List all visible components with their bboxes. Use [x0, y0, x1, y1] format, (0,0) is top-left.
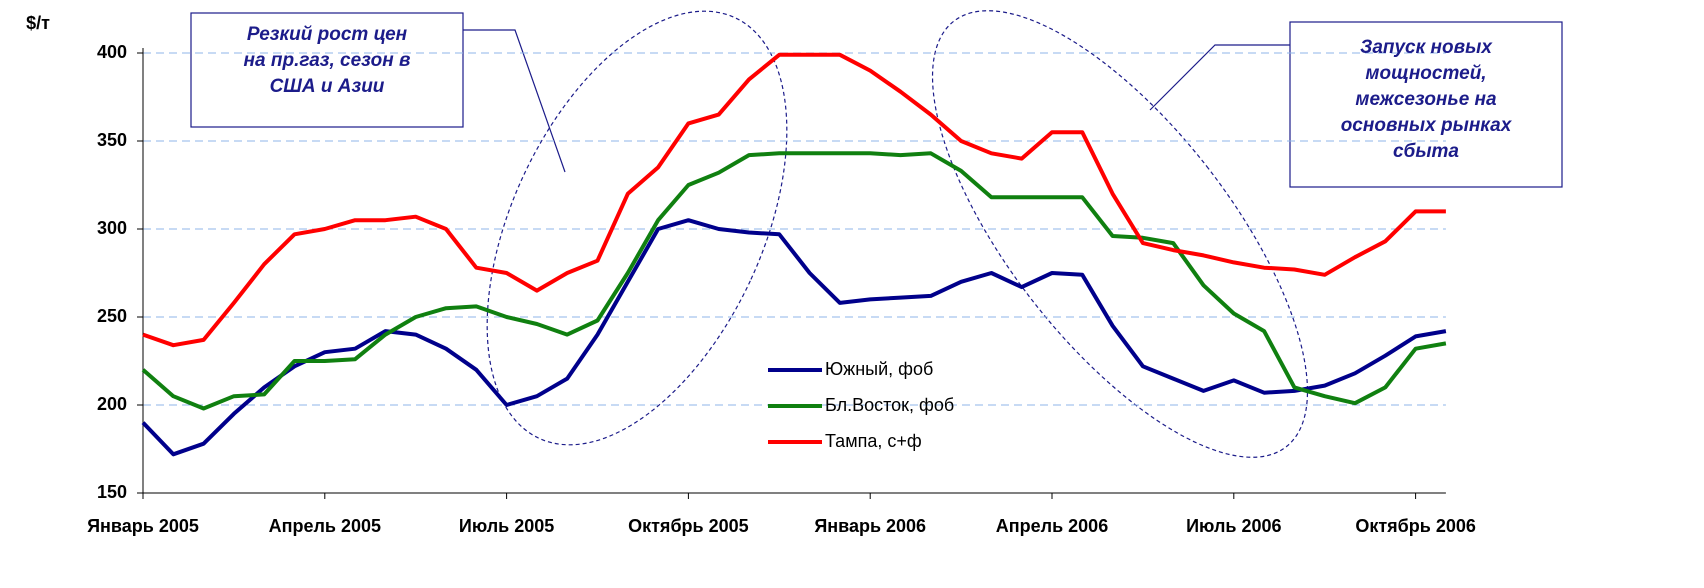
legend-label: Бл.Восток, фоб — [825, 395, 954, 415]
legend-label: Тампа, с+ф — [825, 431, 922, 451]
x-tick-label: Апрель 2006 — [996, 516, 1108, 536]
y-tick-label: 300 — [97, 218, 127, 238]
x-tick-label: Июль 2006 — [1186, 516, 1281, 536]
x-tick-label: Январь 2006 — [814, 516, 926, 536]
legend-label: Южный, фоб — [825, 359, 933, 379]
connector — [463, 29, 566, 173]
annotation-text: Резкий рост цен — [247, 24, 408, 45]
annotation-shapes — [190, 10, 1563, 458]
connector — [1149, 44, 1290, 111]
annotation-text: на пр.газ, сезон в — [244, 50, 411, 71]
annotation-text: основных рынках — [1341, 115, 1513, 136]
y-tick-label: 200 — [97, 394, 127, 414]
y-tick-label: 350 — [97, 130, 127, 150]
y-tick-label: 250 — [97, 306, 127, 326]
annotation-text: сбыта — [1393, 141, 1459, 162]
annotation-text: США и Азии — [270, 76, 385, 97]
series-line — [141, 151, 1447, 411]
annotation-text: Запуск новых — [1360, 37, 1493, 58]
x-tick-label: Октябрь 2006 — [1355, 516, 1476, 536]
ellipse — [486, 10, 788, 446]
annotation-text: межсезонье на — [1355, 89, 1497, 110]
y-tick-label: 150 — [97, 482, 127, 502]
y-tick-label: 400 — [97, 42, 127, 62]
ellipse — [931, 10, 1309, 458]
annotation-box — [190, 12, 464, 128]
x-tick-label: Январь 2005 — [87, 516, 199, 536]
x-tick-label: Июль 2005 — [459, 516, 554, 536]
series-line — [142, 52, 1446, 348]
annotation-box — [1289, 21, 1563, 188]
y-axis-label: $/т — [26, 13, 50, 33]
x-tick-label: Октябрь 2005 — [628, 516, 749, 536]
x-tick-label: Апрель 2005 — [269, 516, 381, 536]
series-line — [141, 218, 1447, 457]
annotation-text: мощностей, — [1365, 63, 1486, 84]
